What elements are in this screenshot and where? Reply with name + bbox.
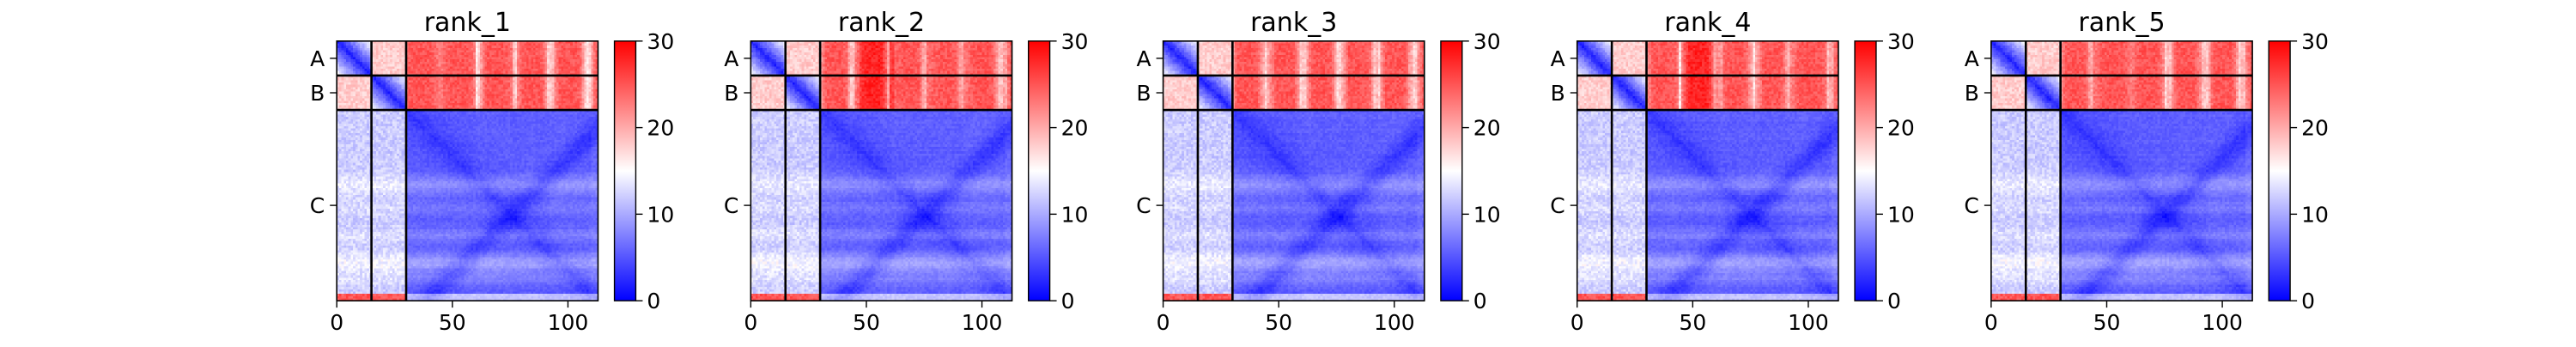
colorbar-tick-label: 0 [1887, 289, 1901, 314]
heatmap-cells [1163, 41, 1425, 301]
colorbar-tick-label: 10 [1887, 202, 1915, 227]
colorbar [1029, 41, 1050, 301]
x-tick-label: 50 [2093, 310, 2121, 335]
colorbar-tick-label: 0 [1473, 289, 1487, 314]
x-tick-label: 100 [548, 310, 589, 335]
panel-title: rank_5 [2078, 8, 2165, 38]
colorbar-tick-label: 20 [1473, 116, 1501, 141]
chain-label-B: B [1551, 81, 1565, 106]
panel-title: rank_3 [1250, 8, 1337, 38]
panel-title: rank_4 [1664, 8, 1751, 38]
chain-label-B: B [724, 81, 738, 106]
colorbar-tick-label: 10 [2301, 202, 2329, 227]
heatmap-cells [337, 41, 598, 301]
colorbar-tick-label: 30 [2301, 29, 2329, 54]
x-tick-label: 0 [1157, 310, 1170, 335]
chain-label-C: C [1550, 193, 1564, 218]
x-tick-label: 100 [962, 310, 1003, 335]
colorbar-tick-label: 0 [2301, 289, 2315, 314]
chain-label-A: A [1136, 46, 1151, 71]
x-tick-label: 50 [439, 310, 466, 335]
chain-label-B: B [310, 81, 325, 106]
heatmap-panel-3: rank_3 AB C 0 50 100 0 10 20 30 [1136, 8, 1500, 335]
x-tick-label: 0 [330, 310, 343, 335]
chain-label-C: C [1964, 193, 1978, 218]
colorbar-tick-label: 20 [1887, 116, 1915, 141]
x-tick-label: 0 [1984, 310, 1998, 335]
colorbar-tick-label: 20 [2301, 116, 2329, 141]
chain-label-C: C [1136, 193, 1151, 218]
colorbar-tick-label: 0 [647, 289, 660, 314]
colorbar [1855, 41, 1876, 301]
x-tick-label: 50 [1265, 310, 1292, 335]
colorbar-tick-label: 30 [1061, 29, 1089, 54]
chain-label-A: A [1965, 46, 1979, 71]
colorbar-tick-label: 20 [647, 116, 674, 141]
chain-label-B: B [1965, 81, 1979, 106]
x-tick-label: 100 [2202, 310, 2243, 335]
chain-label-B: B [1136, 81, 1151, 106]
heatmap-cells [750, 41, 1012, 301]
x-tick-label: 100 [1788, 310, 1829, 335]
colorbar-tick-label: 30 [1473, 29, 1501, 54]
colorbar-tick-label: 20 [1061, 116, 1089, 141]
chain-label-C: C [310, 193, 325, 218]
colorbar-tick-label: 0 [1061, 289, 1075, 314]
heatmap-panel-1: rank_1 AB C 0 50 100 0 10 20 30 [310, 8, 674, 335]
chain-label-A: A [310, 46, 325, 71]
x-tick-label: 100 [1374, 310, 1415, 335]
panel-title: rank_1 [424, 8, 511, 38]
colorbar [2269, 41, 2290, 301]
colorbar-tick-label: 30 [647, 29, 674, 54]
panel-title: rank_2 [838, 8, 925, 38]
colorbar-tick-label: 10 [1473, 202, 1501, 227]
colorbar-tick-label: 30 [1887, 29, 1915, 54]
heatmap-panel-2: rank_2 AB C 0 50 100 0 10 20 30 [724, 8, 1088, 335]
x-tick-label: 0 [744, 310, 757, 335]
colorbar-tick-label: 10 [647, 202, 674, 227]
x-tick-label: 0 [1571, 310, 1584, 335]
chain-label-A: A [724, 46, 738, 71]
chain-label-A: A [1551, 46, 1565, 71]
x-tick-label: 50 [1679, 310, 1706, 335]
heatmap-cells [1577, 41, 1839, 301]
x-tick-label: 50 [853, 310, 880, 335]
colorbar [615, 41, 636, 301]
heatmap-panel-5: rank_5 AB C 0 50 100 0 10 20 30 [1964, 8, 2328, 335]
colorbar-tick-label: 10 [1061, 202, 1089, 227]
chain-label-C: C [724, 193, 738, 218]
heatmap-cells [1991, 41, 2253, 301]
heatmap-panel-4: rank_4 AB C 0 50 100 0 10 20 30 [1550, 8, 1914, 335]
colorbar [1441, 41, 1462, 301]
